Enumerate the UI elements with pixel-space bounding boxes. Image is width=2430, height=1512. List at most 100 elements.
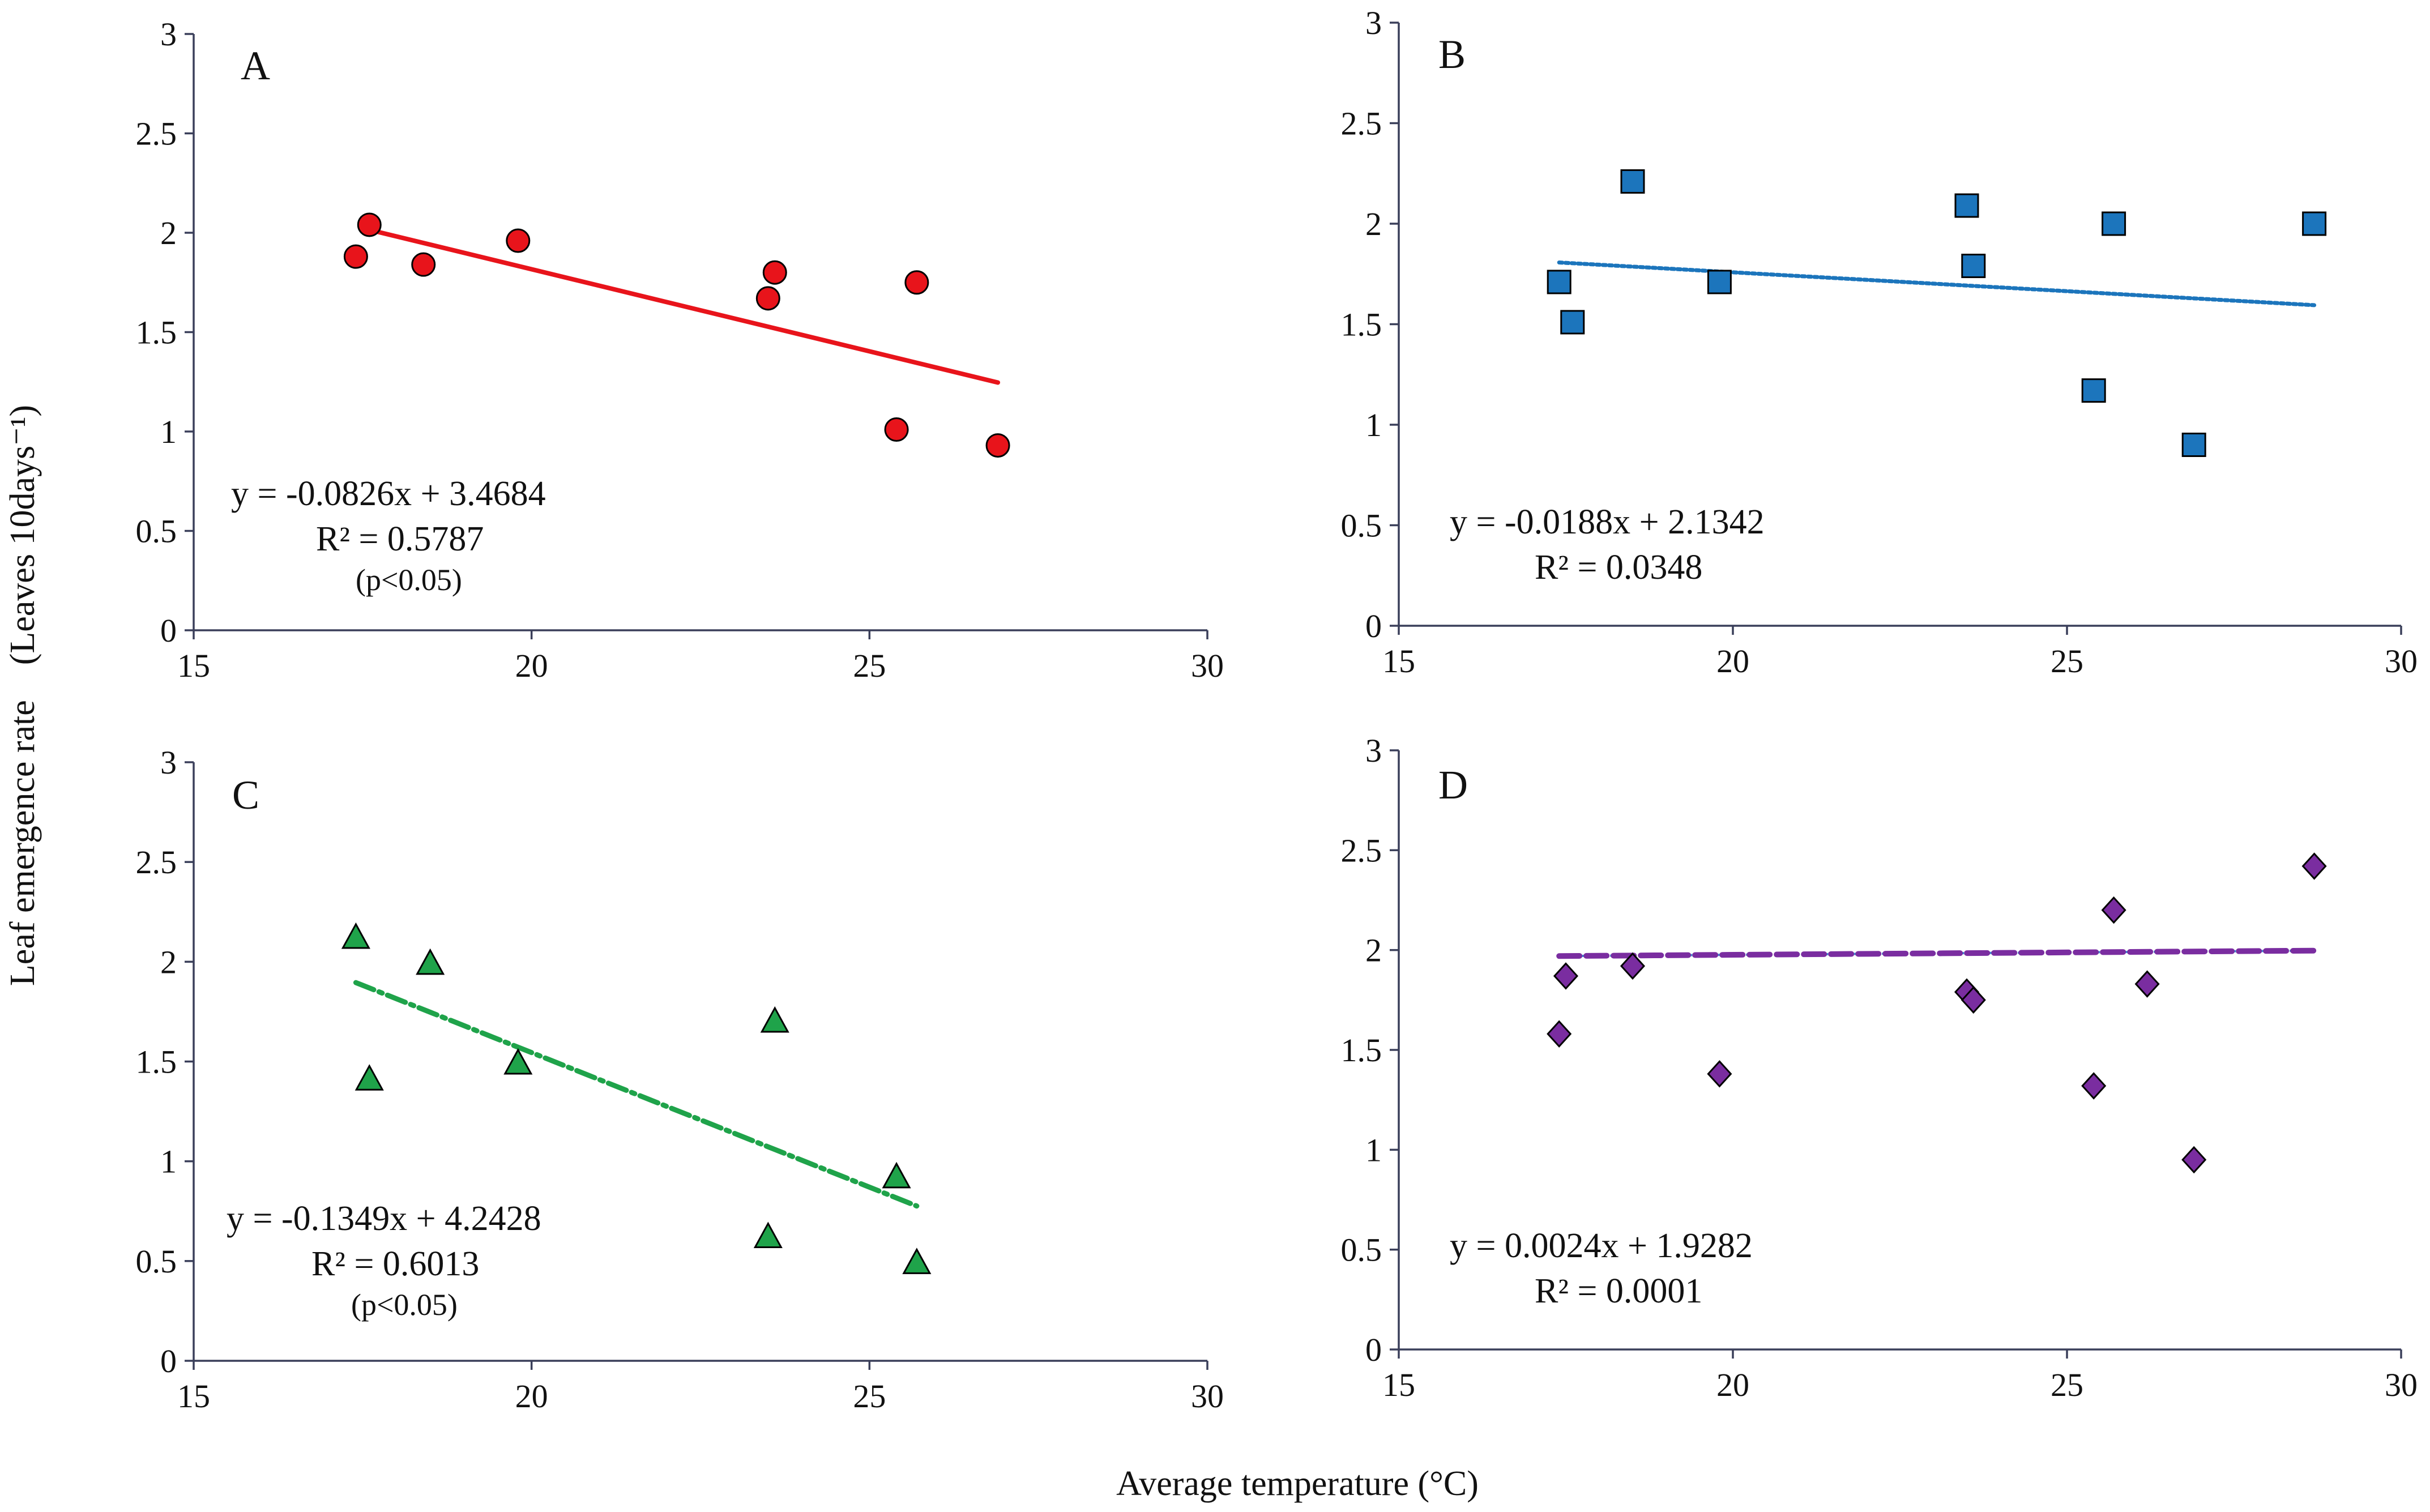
x-tick-label-b: 20 — [1716, 643, 1749, 680]
x-tick-label-a: 15 — [177, 647, 210, 684]
data-point-d — [1620, 952, 1646, 980]
y-tick-label-b: 0 — [1365, 608, 1382, 644]
r-squared-c: R² = 0.6013 — [311, 1245, 479, 1283]
panel-label-a: A — [241, 43, 270, 88]
y-tick-label-d: 1 — [1365, 1131, 1382, 1168]
r-squared-a: R² = 0.5787 — [316, 520, 484, 558]
data-point-a — [884, 417, 909, 442]
data-point-d — [2301, 852, 2327, 880]
y-tick-label-c: 1 — [160, 1143, 177, 1180]
data-point-c — [760, 1006, 789, 1033]
data-point-d — [1707, 1060, 1732, 1088]
x-tick-label-b: 25 — [2051, 643, 2083, 680]
data-point-d — [1961, 986, 1986, 1014]
data-point-b — [2302, 211, 2327, 236]
y-tick-label-b: 2 — [1365, 206, 1382, 242]
data-point-a — [762, 260, 787, 285]
x-tick-label-d: 30 — [2385, 1366, 2418, 1403]
data-point-b — [2181, 433, 2206, 457]
y-tick-label-a: 0 — [160, 612, 177, 649]
y-tick-label-c: 0.5 — [136, 1243, 177, 1280]
y-tick-label-a: 2 — [160, 215, 177, 251]
x-tick-label-c: 30 — [1191, 1378, 1224, 1415]
x-tick-label-a: 20 — [515, 647, 548, 684]
trendline-d — [1556, 947, 2317, 959]
data-point-a — [985, 433, 1010, 458]
x-tick-label-a: 30 — [1191, 647, 1224, 684]
chart-panel-d: 0 0.5 1 1.5 2 2.5 3 15 20 25 30 Dy = 0.0024x + 1.92… — [1341, 732, 2418, 1403]
y-tick-label-b: 3 — [1365, 5, 1382, 41]
y-tick-label-b: 1 — [1365, 407, 1382, 443]
data-point-c — [416, 948, 445, 975]
data-point-c — [341, 922, 370, 949]
y-tick-label-d: 2.5 — [1341, 832, 1382, 869]
data-point-a — [506, 228, 531, 253]
chart-panel-a: 0 0.5 1 1.5 2 2.5 3 15 20 25 30 Ay = -0.0826x + 3.4… — [136, 16, 1224, 684]
regression-equation-a: y = -0.0826x + 3.4684 — [231, 475, 546, 513]
p-value-c: (p<0.05) — [351, 1288, 458, 1322]
y-tick-label-a: 3 — [160, 16, 177, 53]
data-point-b — [2081, 378, 2106, 403]
data-point-a — [343, 244, 368, 269]
trendline-c — [353, 980, 920, 1209]
data-point-a — [904, 270, 929, 295]
data-point-b — [1547, 270, 1571, 294]
y-tick-label-a: 0.5 — [136, 513, 177, 550]
data-point-a — [755, 286, 780, 311]
data-point-c — [503, 1048, 533, 1075]
y-tick-label-d: 3 — [1365, 732, 1382, 769]
x-tick-label-d: 25 — [2051, 1366, 2083, 1403]
data-point-d — [2181, 1146, 2207, 1174]
y-axis-title: Leaf emergence rate (Leaves 10days⁻¹) — [3, 405, 42, 986]
data-point-a — [357, 212, 382, 237]
data-point-b — [1961, 254, 1986, 279]
trendline-a — [367, 227, 1001, 385]
r-squared-d: R² = 0.0001 — [1535, 1272, 1702, 1310]
regression-equation-c: y = -0.1349x + 4.2428 — [227, 1199, 541, 1238]
panel-label-c: C — [232, 772, 259, 818]
regression-equation-b: y = -0.0188x + 2.1342 — [1450, 503, 1765, 541]
y-tick-label-b: 1.5 — [1341, 306, 1382, 343]
y-tick-label-a: 2.5 — [136, 116, 177, 152]
data-point-b — [1707, 270, 1732, 294]
data-point-a — [411, 252, 436, 277]
data-point-b — [2102, 211, 2126, 236]
x-tick-label-c: 25 — [853, 1378, 886, 1415]
y-tick-label-c: 2 — [160, 943, 177, 980]
y-tick-label-c: 0 — [160, 1343, 177, 1379]
y-tick-label-c: 1.5 — [136, 1044, 177, 1080]
y-tick-label-d: 1.5 — [1341, 1032, 1382, 1069]
y-tick-label-d: 0 — [1365, 1331, 1382, 1368]
panel-label-d: D — [1438, 762, 1468, 808]
x-tick-label-c: 20 — [515, 1378, 548, 1415]
y-tick-label-c: 2.5 — [136, 844, 177, 881]
x-tick-label-b: 30 — [2385, 643, 2418, 680]
y-tick-label-d: 0.5 — [1341, 1232, 1382, 1268]
y-tick-label-b: 2.5 — [1341, 105, 1382, 142]
y-tick-label-a: 1.5 — [136, 314, 177, 351]
r-squared-b: R² = 0.0348 — [1535, 548, 1702, 587]
data-point-d — [2081, 1072, 2107, 1100]
y-tick-label-c: 3 — [160, 744, 177, 781]
x-tick-label-d: 15 — [1382, 1366, 1415, 1403]
data-point-c — [355, 1064, 384, 1091]
x-tick-label-a: 25 — [853, 647, 886, 684]
chart-panel-c: 0 0.5 1 1.5 2 2.5 3 15 20 25 30 Cy = -0.1349x + 4.2… — [136, 744, 1224, 1415]
x-axis-title: Average temperature (°C) — [1116, 1464, 1479, 1503]
x-tick-label-c: 15 — [177, 1378, 210, 1415]
x-tick-label-d: 20 — [1716, 1366, 1749, 1403]
x-tick-label-b: 15 — [1382, 643, 1415, 680]
data-point-c — [882, 1161, 911, 1189]
data-point-d — [2134, 970, 2160, 998]
data-point-d — [2101, 896, 2126, 924]
panel-label-b: B — [1438, 32, 1466, 77]
data-point-b — [1560, 310, 1585, 335]
trendline-b — [1557, 260, 2317, 307]
data-point-d — [1547, 1020, 1572, 1048]
data-point-d — [1553, 962, 1579, 990]
data-point-c — [902, 1248, 932, 1274]
regression-equation-d: y = 0.0024x + 1.9282 — [1450, 1227, 1753, 1265]
y-tick-label-d: 2 — [1365, 932, 1382, 969]
